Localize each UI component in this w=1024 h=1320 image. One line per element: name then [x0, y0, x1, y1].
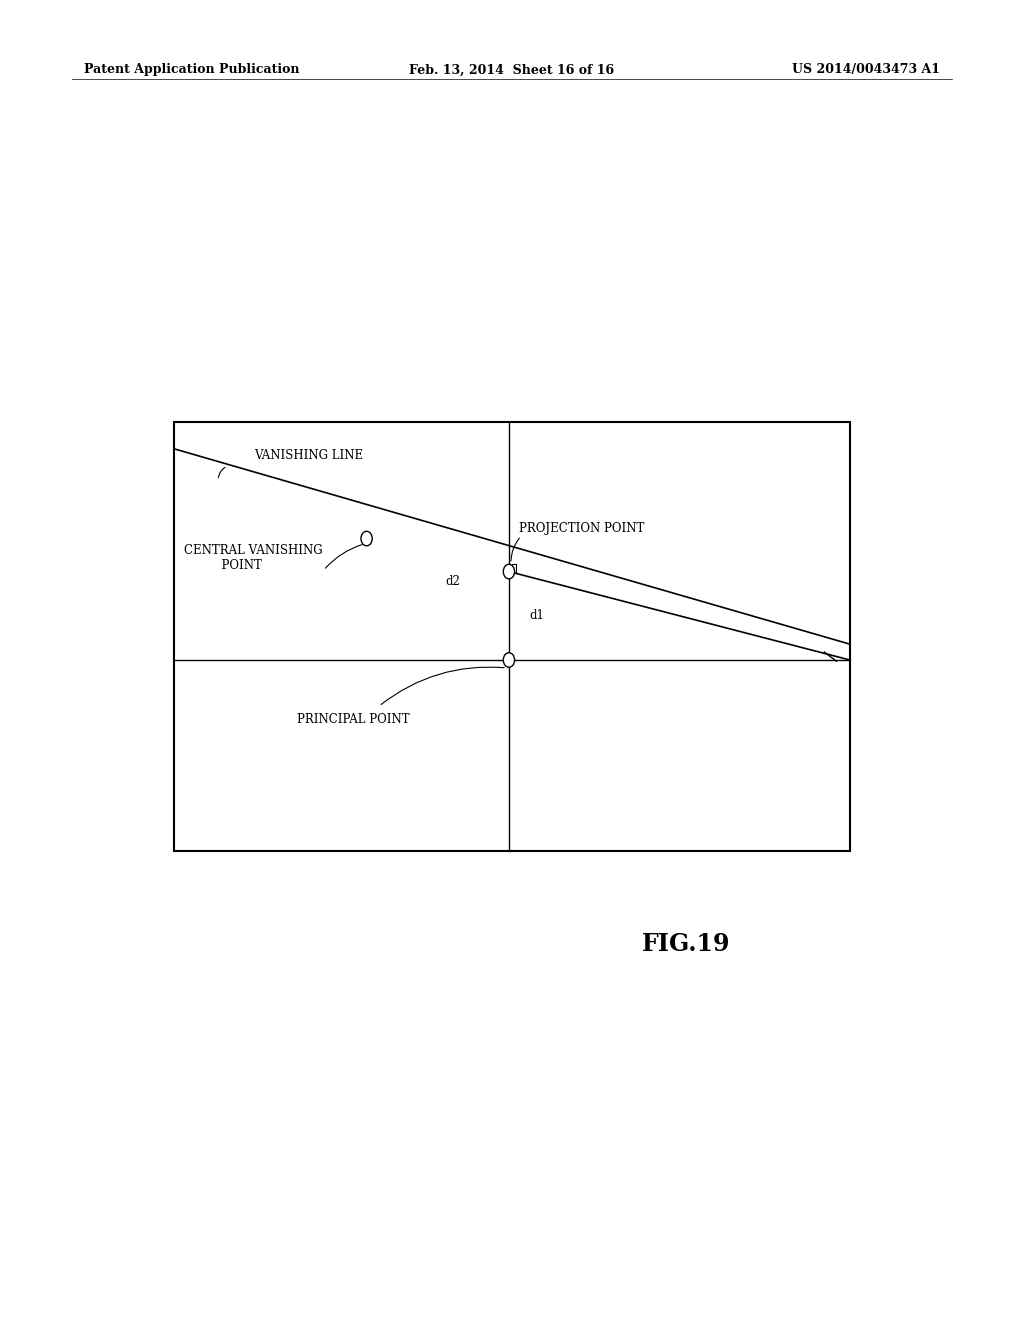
Text: Patent Application Publication: Patent Application Publication: [84, 63, 299, 77]
Bar: [174, 422, 850, 851]
Text: d1: d1: [529, 610, 545, 622]
Text: US 2014/0043473 A1: US 2014/0043473 A1: [792, 63, 940, 77]
Text: FIG.19: FIG.19: [642, 932, 730, 956]
Text: d2: d2: [445, 576, 461, 587]
Text: VANISHING LINE: VANISHING LINE: [254, 449, 364, 462]
Circle shape: [360, 532, 373, 546]
Text: CENTRAL VANISHING
          POINT: CENTRAL VANISHING POINT: [184, 544, 323, 573]
Circle shape: [504, 565, 514, 578]
Circle shape: [504, 653, 514, 668]
Text: Feb. 13, 2014  Sheet 16 of 16: Feb. 13, 2014 Sheet 16 of 16: [410, 63, 614, 77]
Text: PROJECTION POINT: PROJECTION POINT: [519, 521, 644, 535]
Text: PRINCIPAL POINT: PRINCIPAL POINT: [297, 713, 410, 726]
